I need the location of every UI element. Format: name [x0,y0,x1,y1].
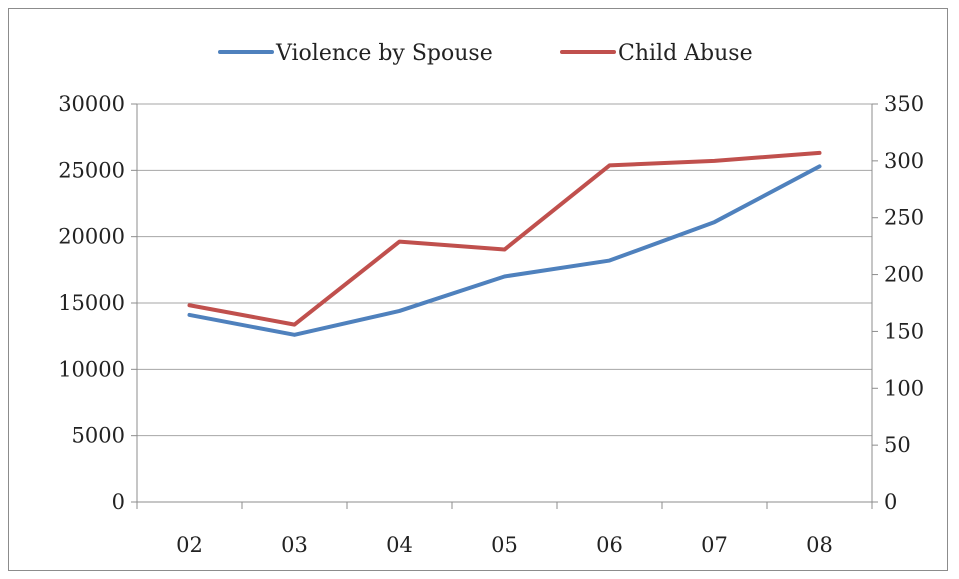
x-tick-label: 03 [281,533,308,557]
x-tick-label: 08 [806,533,833,557]
right-tick-label: 50 [884,433,911,457]
x-tick-label: 05 [491,533,518,557]
axes [131,103,878,509]
left-tick-label: 20000 [58,225,125,249]
x-axis-ticks: 02 03 04 05 06 07 08 [176,533,833,557]
right-tick-label: 200 [884,263,924,287]
x-tick-label: 04 [386,533,413,557]
right-tick-label: 0 [884,490,897,514]
x-tick-label: 02 [176,533,203,557]
series-line [187,150,822,327]
gridlines [137,103,872,503]
chart-frame [8,8,948,571]
x-tick-label: 07 [701,533,728,557]
right-tick-label: 300 [884,149,924,173]
right-tick-label: 350 [884,92,924,116]
left-tick-label: 30000 [58,92,125,116]
series-lines [187,150,822,337]
left-tick-label: 5000 [72,424,125,448]
legend: Violence by Spouse Child Abuse [218,41,753,66]
right-tick-label: 100 [884,376,924,400]
left-tick-label: 15000 [58,291,125,315]
left-axis-ticks: 0 5000 10000 15000 20000 25000 30000 [58,92,125,514]
left-tick-label: 25000 [58,158,125,182]
right-axis-ticks: 0 50 100 150 200 250 300 350 [884,92,924,514]
series-line [187,164,822,337]
x-tick-label: 06 [596,533,623,557]
right-tick-label: 250 [884,206,924,230]
legend-label: Violence by Spouse [275,41,493,66]
left-tick-label: 0 [112,490,125,514]
legend-label: Child Abuse [618,41,753,66]
left-tick-label: 10000 [58,357,125,381]
right-tick-label: 150 [884,319,924,343]
